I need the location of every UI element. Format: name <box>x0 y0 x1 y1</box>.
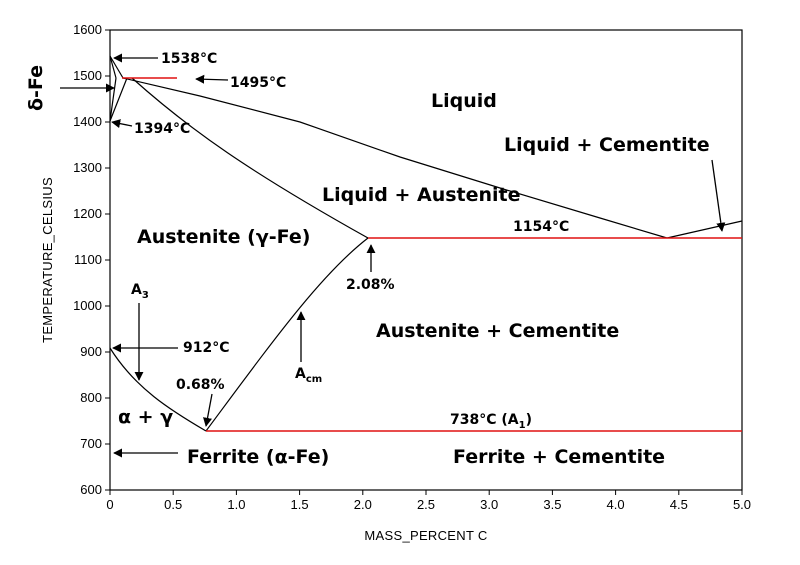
arrow-cementite <box>711 159 726 232</box>
arrow-068 <box>203 393 213 427</box>
x-tick-label: 0.5 <box>164 497 182 512</box>
y-tick-label: 800 <box>80 390 102 405</box>
phase-boundaries <box>109 55 743 432</box>
x-tick-label: 4.5 <box>670 497 688 512</box>
x-tick-label: 2.5 <box>417 497 435 512</box>
axis-ticks: 0 0.5 1.0 1.5 2.0 2.5 3.0 3.5 4.0 4.5 5.0 600 700 800… <box>73 22 751 512</box>
y-tick-label: 600 <box>80 482 102 497</box>
x-tick-label: 0 <box>106 497 113 512</box>
liquidus-line <box>122 77 668 239</box>
label-ferrite: Ferrite (α-Fe) <box>187 446 329 468</box>
label-1538: 1538°C <box>161 51 217 67</box>
plot-frame <box>109 29 743 491</box>
austenite-solidus-line <box>131 77 369 239</box>
label-delta-fe: δ-Fe <box>25 65 47 111</box>
label-1154: 1154°C <box>513 219 569 235</box>
label-austenite-cementite: Austenite + Cementite <box>376 320 619 342</box>
y-tick-label: 1300 <box>73 160 102 175</box>
label-alpha-gamma: α + γ <box>118 406 173 428</box>
arrow-1495 <box>195 74 229 84</box>
label-a3: A3 <box>131 282 149 301</box>
x-axis-label: MASS_PERCENT C <box>364 528 487 543</box>
label-ferrite-cementite: Ferrite + Cementite <box>453 446 665 468</box>
y-axis-label: TEMPERATURE_CELSIUS <box>40 177 55 343</box>
label-acm: Acm <box>295 366 322 385</box>
label-austenite: Austenite (γ-Fe) <box>137 226 310 248</box>
liquidus-delta-line <box>109 55 124 79</box>
label-liquid-cementite: Liquid + Cementite <box>504 134 710 156</box>
y-tick-label: 900 <box>80 344 102 359</box>
delta-gamma-lower-line <box>109 77 128 122</box>
isotherms <box>122 77 742 432</box>
delta-solidus-line <box>109 55 117 79</box>
label-liquid: Liquid <box>431 90 497 112</box>
y-tick-label: 700 <box>80 436 102 451</box>
label-208: 2.08% <box>346 277 395 293</box>
y-tick-label: 1600 <box>73 22 102 37</box>
label-liquid-austenite: Liquid + Austenite <box>322 184 521 206</box>
y-tick-label: 1200 <box>73 206 102 221</box>
x-tick-label: 2.0 <box>354 497 372 512</box>
label-1495: 1495°C <box>230 75 286 91</box>
acm-line <box>205 237 369 432</box>
label-912: 912°C <box>183 340 230 356</box>
label-738: 738°C (A1) <box>450 412 532 431</box>
x-tick-label: 4.0 <box>607 497 625 512</box>
y-tick-label: 1000 <box>73 298 102 313</box>
x-tick-label: 3.0 <box>480 497 498 512</box>
liquidus-cementite-line <box>666 220 743 239</box>
x-tick-label: 1.5 <box>291 497 309 512</box>
label-1394: 1394°C <box>134 121 190 137</box>
delta-gamma-upper-line <box>109 77 117 122</box>
annotation-arrows <box>60 53 726 458</box>
y-tick-label: 1400 <box>73 114 102 129</box>
arrow-1394 <box>111 119 133 129</box>
label-068: 0.68% <box>176 377 225 393</box>
x-tick-label: 1.0 <box>227 497 245 512</box>
y-tick-label: 1100 <box>74 252 102 267</box>
x-tick-label: 5.0 <box>733 497 751 512</box>
x-tick-label: 3.5 <box>543 497 561 512</box>
y-tick-label: 1500 <box>73 68 102 83</box>
a3-line <box>109 347 207 432</box>
